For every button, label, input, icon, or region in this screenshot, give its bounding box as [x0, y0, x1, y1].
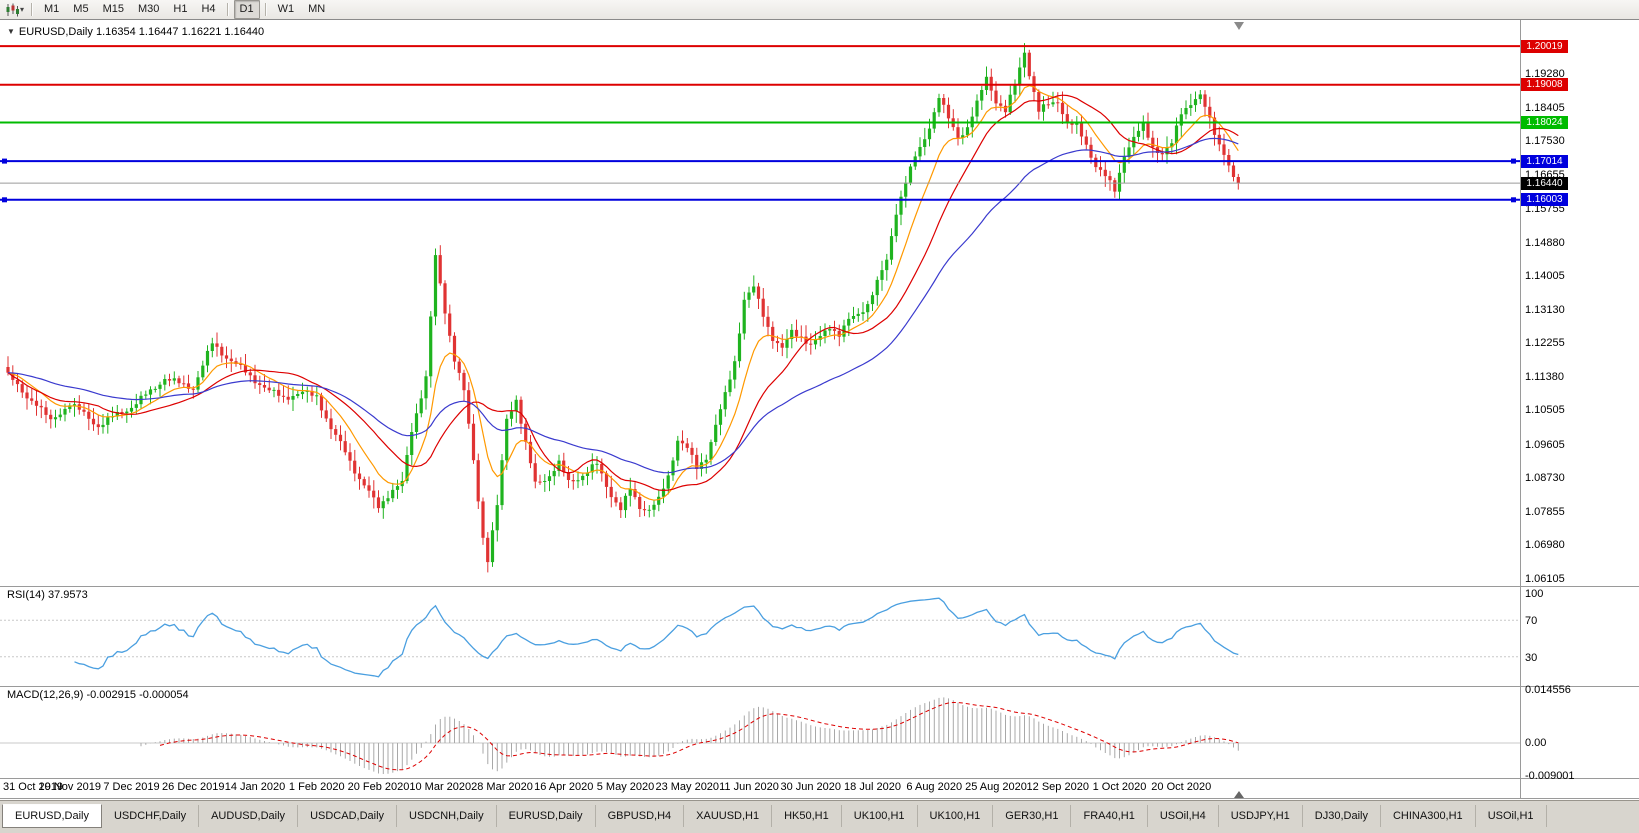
rsi-indicator-label: RSI(14) 37.9573	[7, 589, 88, 601]
price-line-badge: 1.18024	[1521, 115, 1568, 129]
price-axis-tick: 1.07855	[1525, 505, 1565, 518]
chart-tab-uk100-h1[interactable]: UK100,H1	[842, 805, 918, 827]
timeframe-button-group: M1 M5 M15 M30 H1 H4 D1 W1 MN	[37, 0, 332, 19]
chart-tab-fra40-h1[interactable]: FRA40,H1	[1071, 805, 1148, 827]
chart-tab-usdcad-daily[interactable]: USDCAD,Daily	[298, 805, 398, 827]
chart-tab-uk100-h1[interactable]: UK100,H1	[918, 805, 994, 827]
date-axis-label: 10 Mar 2020	[409, 781, 472, 793]
top-toolbar: ▾ M1 M5 M15 M30 H1 H4 D1 W1 MN	[0, 0, 1639, 20]
price-axis-tick: 1.19280	[1525, 68, 1565, 81]
timeframe-button-mn[interactable]: MN	[308, 3, 326, 15]
rsi-axis-tick: 100	[1525, 588, 1544, 600]
macd-axis-tick: -0.009001	[1525, 769, 1575, 782]
date-axis-label: 30 Jun 2020	[780, 781, 842, 793]
chart-tab-usoil-h4[interactable]: USOil,H4	[1148, 805, 1219, 827]
chart-ohlc-values: 1.16354 1.16447 1.16221 1.16440	[95, 26, 265, 38]
price-axis-tick: 1.14880	[1525, 236, 1565, 249]
chart-tab-eurusd-daily[interactable]: EURUSD,Daily	[2, 804, 102, 828]
price-axis-tick: 1.10505	[1525, 404, 1565, 417]
date-axis-label: 12 Sep 2020	[1026, 781, 1089, 793]
chart-tab-china300-h1[interactable]: CHINA300,H1	[1381, 805, 1476, 827]
chart-tab-usoil-h1[interactable]: USOil,H1	[1476, 805, 1547, 827]
chart-type-icon[interactable]	[4, 2, 20, 18]
timeframe-button-w1[interactable]: W1	[277, 3, 295, 15]
chart-tab-usdchf-daily[interactable]: USDCHF,Daily	[102, 805, 200, 827]
chart-tab-gbpusd-h4[interactable]: GBPUSD,H4	[596, 805, 685, 827]
chart-type-dropdown-caret[interactable]: ▾	[20, 5, 25, 14]
candlestick-icon	[6, 3, 19, 16]
toolbar-separator	[264, 3, 267, 16]
macd-axis-tick: 0.00	[1525, 737, 1547, 749]
timeframe-button-h4[interactable]: H4	[201, 3, 216, 15]
price-axis-tick: 1.18405	[1525, 101, 1565, 114]
price-line-badge: 1.16440	[1521, 176, 1568, 190]
chart-tab-usdcnh-daily[interactable]: USDCNH,Daily	[397, 805, 497, 827]
chart-tab-xauusd-h1[interactable]: XAUUSD,H1	[684, 805, 773, 827]
macd-indicator-label: MACD(12,26,9) -0.002915 -0.000054	[7, 689, 189, 701]
timeframe-button-m30[interactable]: M30	[137, 3, 160, 15]
chart-tab-audusd-daily[interactable]: AUDUSD,Daily	[199, 805, 299, 827]
chart-shift-marker-top	[1234, 22, 1244, 30]
collapse-chart-icon[interactable]: ▼	[7, 27, 15, 36]
timeframe-button-d1[interactable]: D1	[233, 0, 260, 19]
chart-shift-marker-bottom	[1234, 791, 1244, 798]
toolbar-separator	[226, 3, 229, 16]
chart-tab-eurusd-daily[interactable]: EURUSD,Daily	[497, 805, 596, 827]
date-axis-label: 16 Apr 2020	[534, 781, 594, 793]
date-axis-label: 6 Aug 2020	[906, 781, 963, 793]
price-axis-tick: 1.11380	[1525, 370, 1564, 383]
chart-tab-hk50-h1[interactable]: HK50,H1	[772, 805, 842, 827]
price-axis-tick: 1.15755	[1525, 203, 1565, 216]
price-line-badge: 1.20019	[1521, 39, 1568, 53]
date-axis-label: 20 Oct 2020	[1151, 781, 1212, 793]
date-axis-label: 7 Dec 2019	[103, 781, 160, 793]
date-axis-label: 1 Feb 2020	[288, 781, 345, 793]
date-axis-label: 25 Aug 2020	[965, 781, 1027, 793]
date-axis-label: 1 Oct 2020	[1092, 781, 1147, 793]
price-axis-tick: 1.06105	[1525, 572, 1565, 585]
timeframe-button-m1[interactable]: M1	[44, 3, 60, 15]
price-line-badge: 1.19008	[1521, 78, 1568, 92]
chart-tab-usdjpy-h1[interactable]: USDJPY,H1	[1219, 805, 1303, 827]
date-axis-label: 18 Jul 2020	[844, 781, 901, 793]
price-axis-tick: 1.17530	[1525, 135, 1565, 148]
price-axis-tick: 1.12255	[1525, 337, 1565, 350]
macd-axis-tick: 0.014556	[1525, 683, 1571, 696]
date-axis-label: 19 Nov 2019	[38, 781, 101, 793]
price-axis-tick: 1.09605	[1525, 438, 1565, 451]
price-axis-tick: 1.06980	[1525, 539, 1565, 552]
chart-title: ▼ EURUSD,Daily 1.16354 1.16447 1.16221 1.…	[7, 26, 264, 38]
price-axis-tick: 1.14005	[1525, 270, 1565, 283]
chart-tab-dj30-daily[interactable]: DJ30,Daily	[1303, 805, 1381, 827]
date-axis-label: 20 Feb 2020	[347, 781, 410, 793]
date-axis-label: 14 Jan 2020	[224, 781, 286, 793]
toolbar-separator	[31, 3, 34, 16]
bottom-tab-bar: EURUSD,Daily USDCHF,Daily AUDUSD,Daily USDC…	[0, 800, 1639, 833]
rsi-axis-tick: 30	[1525, 651, 1538, 664]
price-line-badge: 1.17014	[1521, 154, 1568, 168]
date-axis-label: 11 Jun 2020	[719, 781, 779, 793]
chart-tab-ger30-h1[interactable]: GER30,H1	[993, 805, 1072, 827]
date-axis-label: 28 Mar 2020	[471, 781, 533, 793]
price-line-badge: 1.16003	[1521, 193, 1568, 207]
price-axis-tick: 1.13130	[1525, 303, 1565, 316]
chart-symbol-label: EURUSD,Daily	[18, 26, 93, 38]
date-axis-label: 23 May 2020	[655, 781, 720, 793]
price-axis-tick: 1.08730	[1525, 472, 1565, 485]
timeframe-button-h1[interactable]: H1	[173, 3, 188, 15]
date-axis-label: 5 May 2020	[596, 781, 655, 793]
timeframe-button-m5[interactable]: M5	[73, 3, 89, 15]
timeframe-button-m15[interactable]: M15	[102, 3, 124, 15]
rsi-axis-tick: 70	[1525, 615, 1538, 628]
date-axis-label: 31 Oct 2019	[3, 781, 63, 793]
date-axis-label: 26 Dec 2019	[162, 781, 225, 793]
